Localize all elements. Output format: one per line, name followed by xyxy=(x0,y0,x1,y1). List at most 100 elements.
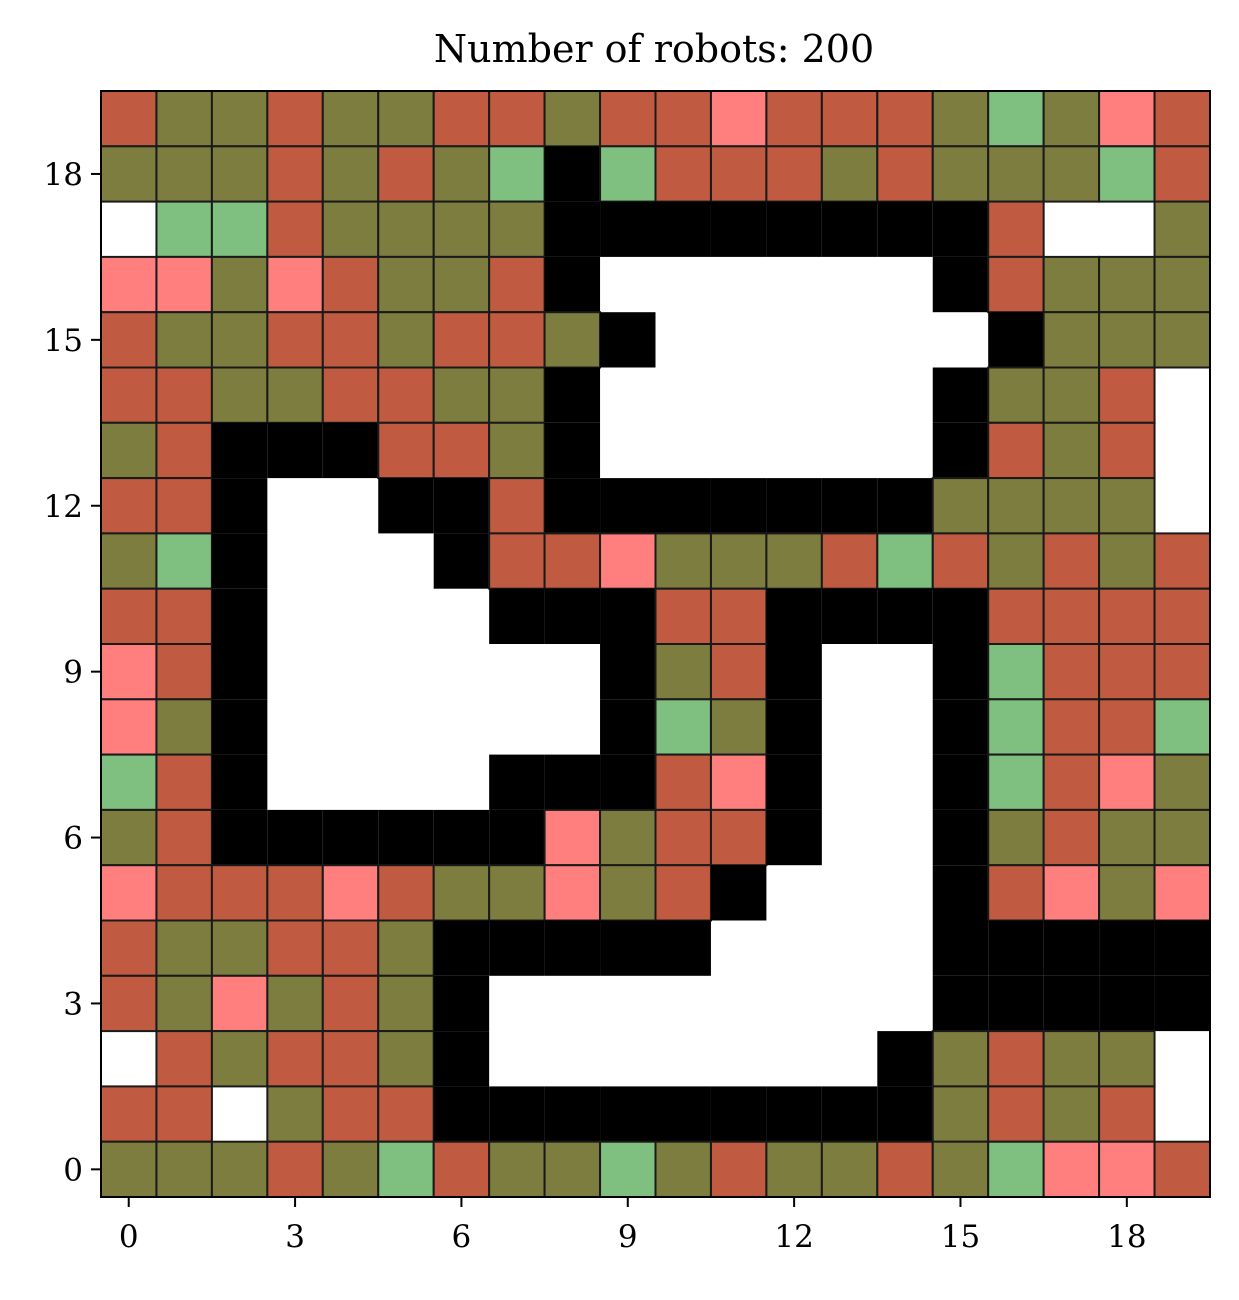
cell-8-17 xyxy=(544,201,601,257)
cell-11-1 xyxy=(710,1086,767,1142)
cell-18-0 xyxy=(1098,1140,1156,1198)
cell-19-17 xyxy=(1153,200,1212,258)
cell-12-6 xyxy=(766,809,822,866)
cell-6-0 xyxy=(432,1140,491,1198)
x-tick-label: 0 xyxy=(119,1219,139,1255)
cell-19-11 xyxy=(1153,532,1212,590)
cell-0-10 xyxy=(100,587,158,646)
cell-17-19 xyxy=(1042,90,1101,148)
cell-5-3 xyxy=(377,974,435,1033)
cell-3-19 xyxy=(266,90,324,148)
cell-18-9 xyxy=(1098,643,1156,701)
cell-12-9 xyxy=(766,644,822,700)
cell-6-11 xyxy=(433,533,490,589)
cell-0-1 xyxy=(100,1085,158,1143)
cell-1-4 xyxy=(155,919,213,977)
cell-1-13 xyxy=(155,421,213,480)
cell-12-12 xyxy=(766,478,822,534)
cell-18-4 xyxy=(1099,920,1155,976)
cell-0-14 xyxy=(100,366,158,424)
cell-9-12 xyxy=(600,478,656,534)
cell-9-7 xyxy=(600,754,656,810)
cell-17-11 xyxy=(1042,532,1101,590)
cell-1-9 xyxy=(155,643,213,701)
y-tick-label: 6 xyxy=(63,821,83,857)
cell-14-19 xyxy=(876,90,934,148)
cell-2-12 xyxy=(211,478,268,534)
cell-17-0 xyxy=(1042,1140,1101,1198)
cell-10-4 xyxy=(655,920,711,976)
cell-5-14 xyxy=(377,366,435,424)
cell-1-7 xyxy=(155,753,213,811)
cell-18-10 xyxy=(1098,587,1156,646)
cell-13-10 xyxy=(821,588,878,644)
cell-16-5 xyxy=(987,864,1045,922)
cell-7-17 xyxy=(488,200,546,258)
cell-11-9 xyxy=(709,643,768,701)
cell-6-14 xyxy=(432,366,491,424)
cell-2-9 xyxy=(211,644,268,700)
cell-8-1 xyxy=(544,1086,601,1142)
cell-3-5 xyxy=(266,864,324,922)
cell-9-19 xyxy=(599,90,657,148)
cell-18-19 xyxy=(1098,90,1156,148)
cell-1-3 xyxy=(155,974,213,1033)
cell-18-5 xyxy=(1098,864,1156,922)
cell-11-12 xyxy=(710,478,767,534)
chart-title: Number of robots: 200 xyxy=(434,27,874,71)
y-tick-label: 12 xyxy=(44,489,83,525)
cell-17-1 xyxy=(1042,1085,1101,1143)
cell-15-6 xyxy=(932,809,989,866)
cell-1-16 xyxy=(155,255,213,314)
cell-7-12 xyxy=(488,477,546,535)
cell-19-0 xyxy=(1153,1140,1212,1198)
cell-15-8 xyxy=(932,699,989,755)
cell-15-3 xyxy=(932,975,989,1032)
cell-4-4 xyxy=(321,919,380,977)
cell-18-16 xyxy=(1098,255,1156,314)
cell-9-6 xyxy=(599,808,657,867)
cell-10-11 xyxy=(654,532,712,590)
cell-0-4 xyxy=(100,919,158,977)
cell-0-19 xyxy=(100,90,158,148)
cell-18-14 xyxy=(1098,366,1156,424)
cell-0-16 xyxy=(100,255,158,314)
cell-0-6 xyxy=(100,808,158,867)
x-tick-label: 18 xyxy=(1107,1219,1146,1255)
cell-10-8 xyxy=(654,698,712,756)
cell-10-1 xyxy=(655,1086,711,1142)
cell-3-18 xyxy=(266,145,324,203)
cell-8-15 xyxy=(543,311,602,369)
cell-10-12 xyxy=(655,478,711,534)
cell-17-9 xyxy=(1042,643,1101,701)
cell-1-11 xyxy=(155,532,213,590)
cell-2-3 xyxy=(210,974,269,1033)
cell-15-14 xyxy=(932,367,989,423)
cell-12-7 xyxy=(766,754,822,810)
cell-9-5 xyxy=(599,864,657,922)
cell-2-17 xyxy=(210,200,269,258)
cell-19-10 xyxy=(1153,587,1212,646)
cell-1-10 xyxy=(155,587,213,646)
cell-8-13 xyxy=(544,422,601,479)
cell-8-11 xyxy=(543,532,602,590)
cell-15-17 xyxy=(932,201,989,257)
heatmap-cells xyxy=(100,90,1212,1198)
cell-15-1 xyxy=(931,1085,990,1143)
cell-18-12 xyxy=(1098,477,1156,535)
cell-2-15 xyxy=(210,311,269,369)
cell-9-4 xyxy=(600,920,656,976)
cell-0-0 xyxy=(100,1140,158,1198)
cell-2-0 xyxy=(210,1140,269,1198)
cell-15-4 xyxy=(932,920,989,976)
cell-4-18 xyxy=(321,145,380,203)
cell-0-13 xyxy=(100,421,158,480)
cell-13-18 xyxy=(820,145,879,203)
cell-17-4 xyxy=(1043,920,1100,976)
x-tick-label: 12 xyxy=(774,1219,813,1255)
cell-16-13 xyxy=(987,421,1045,480)
cell-0-7 xyxy=(100,753,158,811)
cell-16-6 xyxy=(987,808,1045,867)
y-tick-label: 15 xyxy=(44,323,83,359)
x-tick-label: 6 xyxy=(452,1219,472,1255)
